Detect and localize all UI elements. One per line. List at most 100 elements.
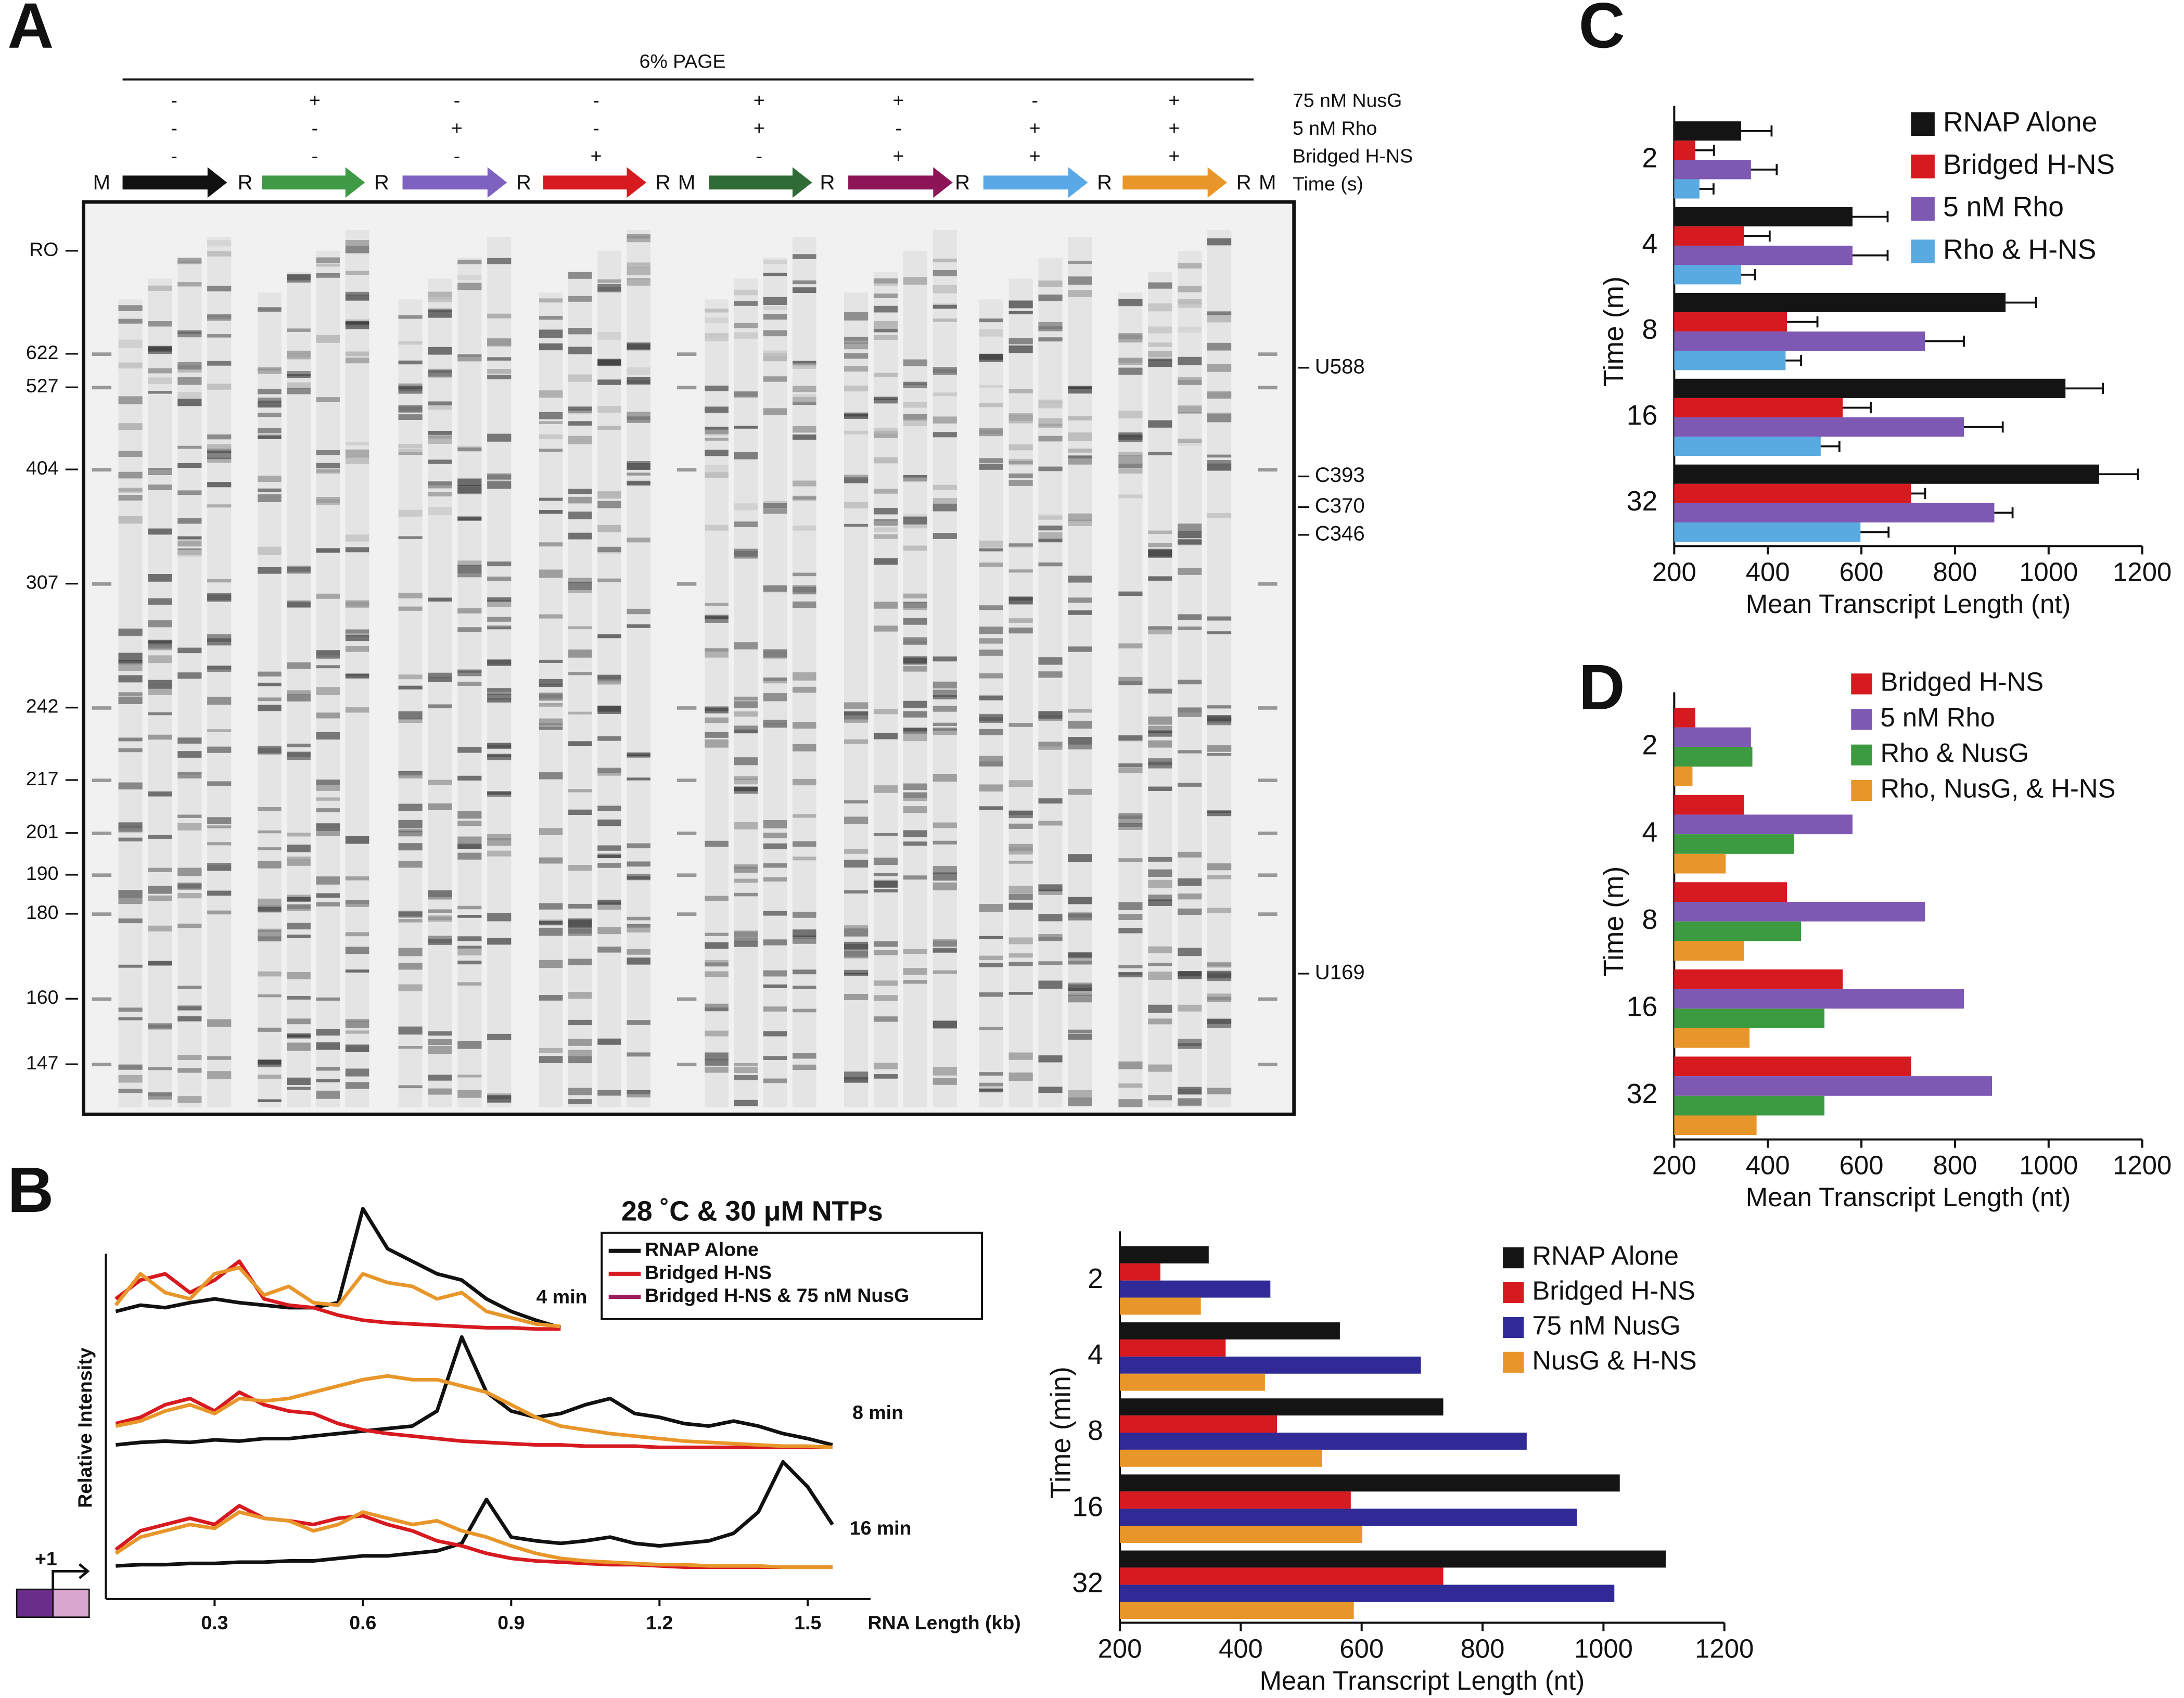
gel-band — [207, 286, 232, 291]
gel-band — [1038, 514, 1063, 519]
legend-swatch — [1503, 1317, 1524, 1338]
gel-band — [844, 337, 869, 341]
gel-band — [1038, 538, 1063, 543]
gel-band — [933, 722, 957, 726]
gel-lane — [428, 278, 452, 1108]
gel-band — [457, 960, 482, 965]
gel-band — [793, 394, 816, 402]
gel-band — [1008, 480, 1033, 486]
gel-band — [597, 1090, 621, 1096]
gel-band — [207, 482, 232, 488]
gel-band — [148, 528, 172, 535]
gel-band — [287, 1035, 311, 1039]
bar — [1674, 853, 1726, 874]
gel-band — [705, 407, 729, 413]
legend-label: Bridged H-NS — [1880, 667, 2043, 697]
y-tick-label: 2 — [1088, 1263, 1103, 1294]
gel-band — [979, 756, 1003, 761]
gel-band — [1207, 745, 1232, 752]
y-tick-label: 4 — [1088, 1339, 1103, 1370]
gel-band — [148, 886, 172, 894]
gel-band — [627, 538, 650, 543]
gel-band — [118, 837, 143, 841]
gel-band — [457, 946, 482, 949]
gel-band — [763, 650, 787, 659]
gel-band — [177, 672, 202, 679]
gel-band — [539, 960, 563, 968]
gel-band — [873, 305, 898, 313]
gel-band — [873, 602, 898, 609]
gel-band — [793, 929, 816, 938]
gel-band — [1008, 461, 1033, 464]
gel-band — [1038, 961, 1063, 965]
legend-label: Bridged H-NS — [1943, 149, 2115, 180]
gel-band — [705, 1059, 729, 1066]
gel-band — [287, 567, 311, 574]
gel-band — [118, 471, 143, 479]
legend-label: 75 nM NusG — [1532, 1310, 1680, 1340]
gel-band — [398, 685, 423, 690]
gel-band — [287, 995, 311, 1000]
gel-band — [1207, 719, 1232, 723]
gel-band — [207, 334, 232, 338]
gel-band — [1008, 1073, 1033, 1081]
gel-band — [177, 463, 202, 468]
gel-band — [705, 333, 729, 338]
gel-band — [1207, 863, 1232, 871]
gel-band — [1008, 416, 1033, 424]
gel-band — [398, 315, 423, 319]
gel-band — [763, 297, 787, 305]
gel-band — [1118, 1099, 1143, 1107]
gel-band — [345, 707, 369, 713]
y-tick-label: 16 — [1627, 991, 1658, 1022]
gel-band — [457, 982, 482, 986]
gel-band — [1038, 1055, 1063, 1063]
gel-band — [177, 884, 202, 890]
gel-band — [345, 246, 369, 253]
gel-band — [177, 1096, 202, 1103]
gel-band — [539, 828, 563, 835]
gel-band — [763, 503, 787, 508]
gel-band — [734, 521, 758, 528]
gel-band — [873, 858, 898, 865]
gel-band — [258, 830, 282, 834]
gel-band — [979, 403, 1003, 407]
gel-band — [1038, 322, 1063, 329]
gel-band — [345, 1020, 369, 1028]
x-tick-label: 0.9 — [497, 1612, 525, 1633]
gel-band — [1008, 893, 1033, 900]
marker-band — [1258, 912, 1278, 916]
gel-band — [177, 392, 202, 399]
gel-band — [1118, 367, 1143, 375]
gel-band — [1207, 1019, 1232, 1028]
condition-sign: + — [753, 89, 765, 111]
gel-band — [979, 464, 1003, 470]
gel-band — [287, 1018, 311, 1025]
gel-band — [1008, 342, 1033, 347]
size-marker: 307 — [26, 571, 59, 593]
gel-band — [345, 449, 369, 458]
gel-band — [1068, 576, 1092, 583]
gel-band — [1068, 449, 1092, 453]
gel-band — [903, 381, 927, 385]
gel-band — [1148, 1095, 1172, 1101]
gel-band — [793, 744, 816, 752]
gel-band — [258, 746, 282, 754]
gel-band — [763, 314, 787, 320]
gel-band — [705, 717, 729, 723]
gel-band — [207, 594, 232, 602]
gel-band — [873, 880, 898, 888]
gel-band — [1118, 411, 1143, 419]
condition-sign: + — [591, 145, 602, 167]
gel-band — [345, 295, 369, 301]
gel-band — [398, 831, 423, 837]
gel-band — [177, 1068, 202, 1073]
gel-band — [979, 385, 1003, 388]
gel-band — [979, 1072, 1003, 1076]
gel-band — [177, 737, 202, 744]
gel-band — [903, 793, 927, 801]
trace-label: 8 min — [852, 1401, 903, 1423]
gel-band — [844, 860, 869, 868]
gel-band — [627, 752, 650, 757]
gel-band — [316, 470, 340, 474]
